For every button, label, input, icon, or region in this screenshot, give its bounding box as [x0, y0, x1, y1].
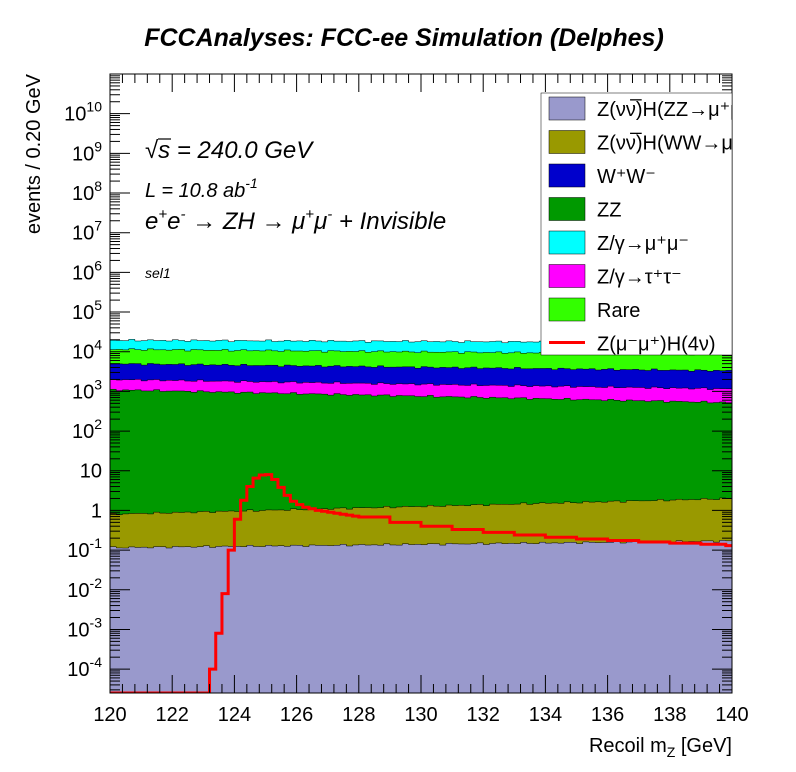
- y-tick-label: 106: [72, 257, 102, 284]
- legend-label: Z(νν̅)H(ZZ→μ⁺μ⁻ν⁺ν⁻): [597, 98, 796, 121]
- stack-area-1: [110, 540, 732, 693]
- legend-box: Z(νν̅)H(ZZ→μ⁺μ⁻ν⁺ν⁻) Z(νν̅)H(WW→μ⁺νμ⁻ν) W⁺…: [540, 92, 796, 356]
- legend-label: Z/γ→τ⁺τ⁻: [597, 267, 682, 289]
- legend-label: W⁺W⁻: [597, 166, 656, 188]
- selection-label: sel1: [145, 265, 171, 281]
- axes: 120 122 124 126 128 130 132 134 136 138 14010-410-…: [23, 73, 749, 760]
- x-tick-label: 124: [218, 704, 251, 726]
- y-tick-label: 103: [72, 376, 102, 403]
- y-tick-label: 104: [72, 337, 102, 364]
- y-tick-label: 10-2: [67, 575, 102, 602]
- x-axis-label: Recoil mZ [GeV]: [589, 735, 732, 760]
- y-tick-label: 109: [72, 138, 102, 165]
- y-tick-label: 105: [72, 297, 102, 324]
- y-axis-label: events / 0.20 GeV: [23, 73, 45, 234]
- luminosity-label: L = 10.8 ab-1: [145, 175, 258, 202]
- x-tick-label: 130: [404, 704, 437, 726]
- y-axis: 10-4 10-3 10-2 10-1 1 10 102 103 104 105 106 107 108…: [64, 75, 732, 691]
- legend-label: Z(μ⁻μ⁺)H(4ν): [597, 334, 716, 356]
- legend-swatch: [548, 297, 586, 322]
- x-tick-label: 140: [715, 704, 748, 726]
- y-tick-label: 10-3: [67, 614, 102, 641]
- legend: Z(νν̅)H(ZZ→μ⁺μ⁻ν⁺ν⁻) Z(νν̅)H(WW→μ⁺νμ⁻ν) W⁺…: [540, 92, 796, 356]
- y-tick-label: 10: [80, 461, 102, 483]
- legend-label: ZZ: [597, 200, 621, 222]
- x-tick-label: 138: [653, 704, 686, 726]
- signal-line: [110, 473, 732, 693]
- annotations: √s = 240.0 GeV L = 10.8 ab-1 e+e- → ZH → μ…: [145, 137, 446, 281]
- y-tick-label: 107: [72, 218, 102, 245]
- y-tick-label: 1010: [64, 99, 102, 126]
- x-tick-label: 122: [156, 704, 189, 726]
- plot-area: [110, 339, 732, 693]
- legend-swatch: [548, 264, 586, 288]
- y-tick-label: 102: [72, 416, 102, 443]
- y-tick-label: 10-4: [67, 654, 102, 681]
- sqrt-s-label: √s = 240.0 GeV: [145, 137, 314, 164]
- legend-label: Z(νν̅)H(WW→μ⁺νμ⁻ν): [597, 132, 792, 155]
- x-tick-label: 132: [467, 704, 500, 726]
- chart-title: FCCAnalyses: FCC-ee Simulation (Delphes): [144, 24, 664, 52]
- legend-swatch: [548, 230, 586, 255]
- x-axis: 120 122 124 126 128 130 132 134 136 138 140: [93, 74, 749, 726]
- legend-swatch: [548, 197, 586, 221]
- x-tick-label: 126: [280, 704, 313, 726]
- stacked-histogram: [110, 339, 732, 693]
- x-tick-label: 128: [342, 704, 375, 726]
- y-tick-label: 108: [72, 178, 102, 205]
- x-tick-label: 134: [529, 704, 562, 726]
- legend-swatch: [548, 130, 586, 154]
- y-tick-label: 10-1: [67, 535, 102, 562]
- x-tick-label: 120: [93, 704, 126, 726]
- legend-swatch: [548, 163, 586, 188]
- legend-label: Rare: [597, 300, 640, 322]
- legend-label: Z/γ→μ⁺μ⁻: [597, 233, 689, 255]
- process-label: e+e- → ZH → μ+μ- + Invisible: [145, 206, 446, 235]
- legend-swatch: [548, 96, 586, 121]
- x-tick-label: 136: [591, 704, 624, 726]
- y-tick-label: 1: [91, 500, 102, 522]
